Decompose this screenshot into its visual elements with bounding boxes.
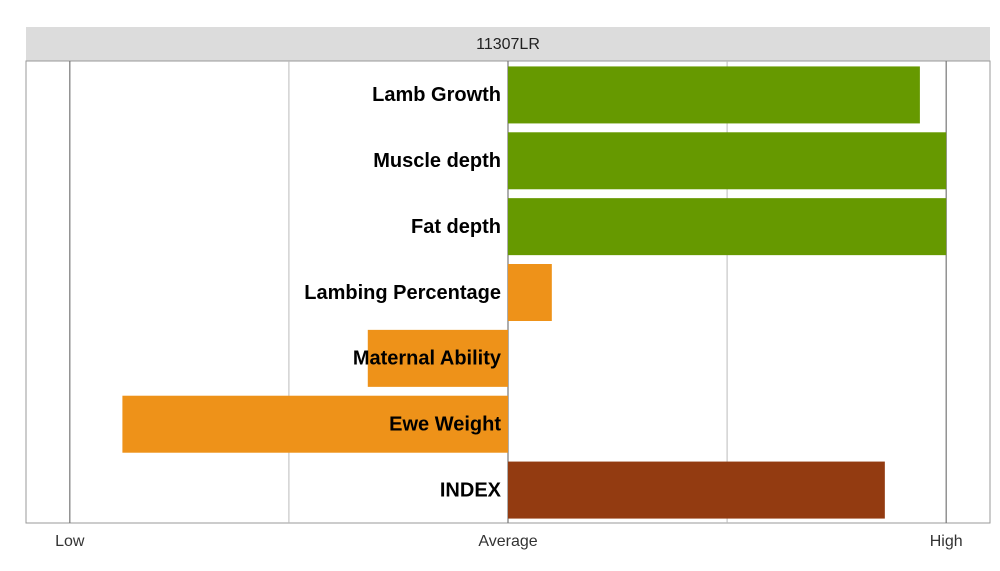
bar (508, 264, 552, 321)
bars (122, 66, 947, 519)
x-tick-label: High (930, 533, 963, 550)
category-label: Maternal Ability (353, 348, 502, 370)
category-label: INDEX (440, 479, 502, 501)
labels: Lamb Growth Muscle depth Fat depth Lambing … (304, 84, 502, 501)
bar (508, 132, 947, 190)
category-label: Muscle depth (373, 150, 501, 172)
x-tick-label: Average (478, 533, 537, 550)
chart-title: 11307LR (476, 36, 540, 53)
bar (508, 198, 947, 256)
x-tick-label: Low (55, 533, 85, 550)
bar (508, 461, 885, 519)
category-label: Ewe Weight (389, 413, 501, 435)
category-label: Fat depth (411, 216, 501, 238)
bar (508, 66, 920, 124)
bar (122, 395, 509, 453)
category-label: Lambing Percentage (304, 282, 501, 304)
bar (367, 329, 508, 387)
category-label: Lamb Growth (372, 84, 501, 106)
header (26, 27, 990, 61)
